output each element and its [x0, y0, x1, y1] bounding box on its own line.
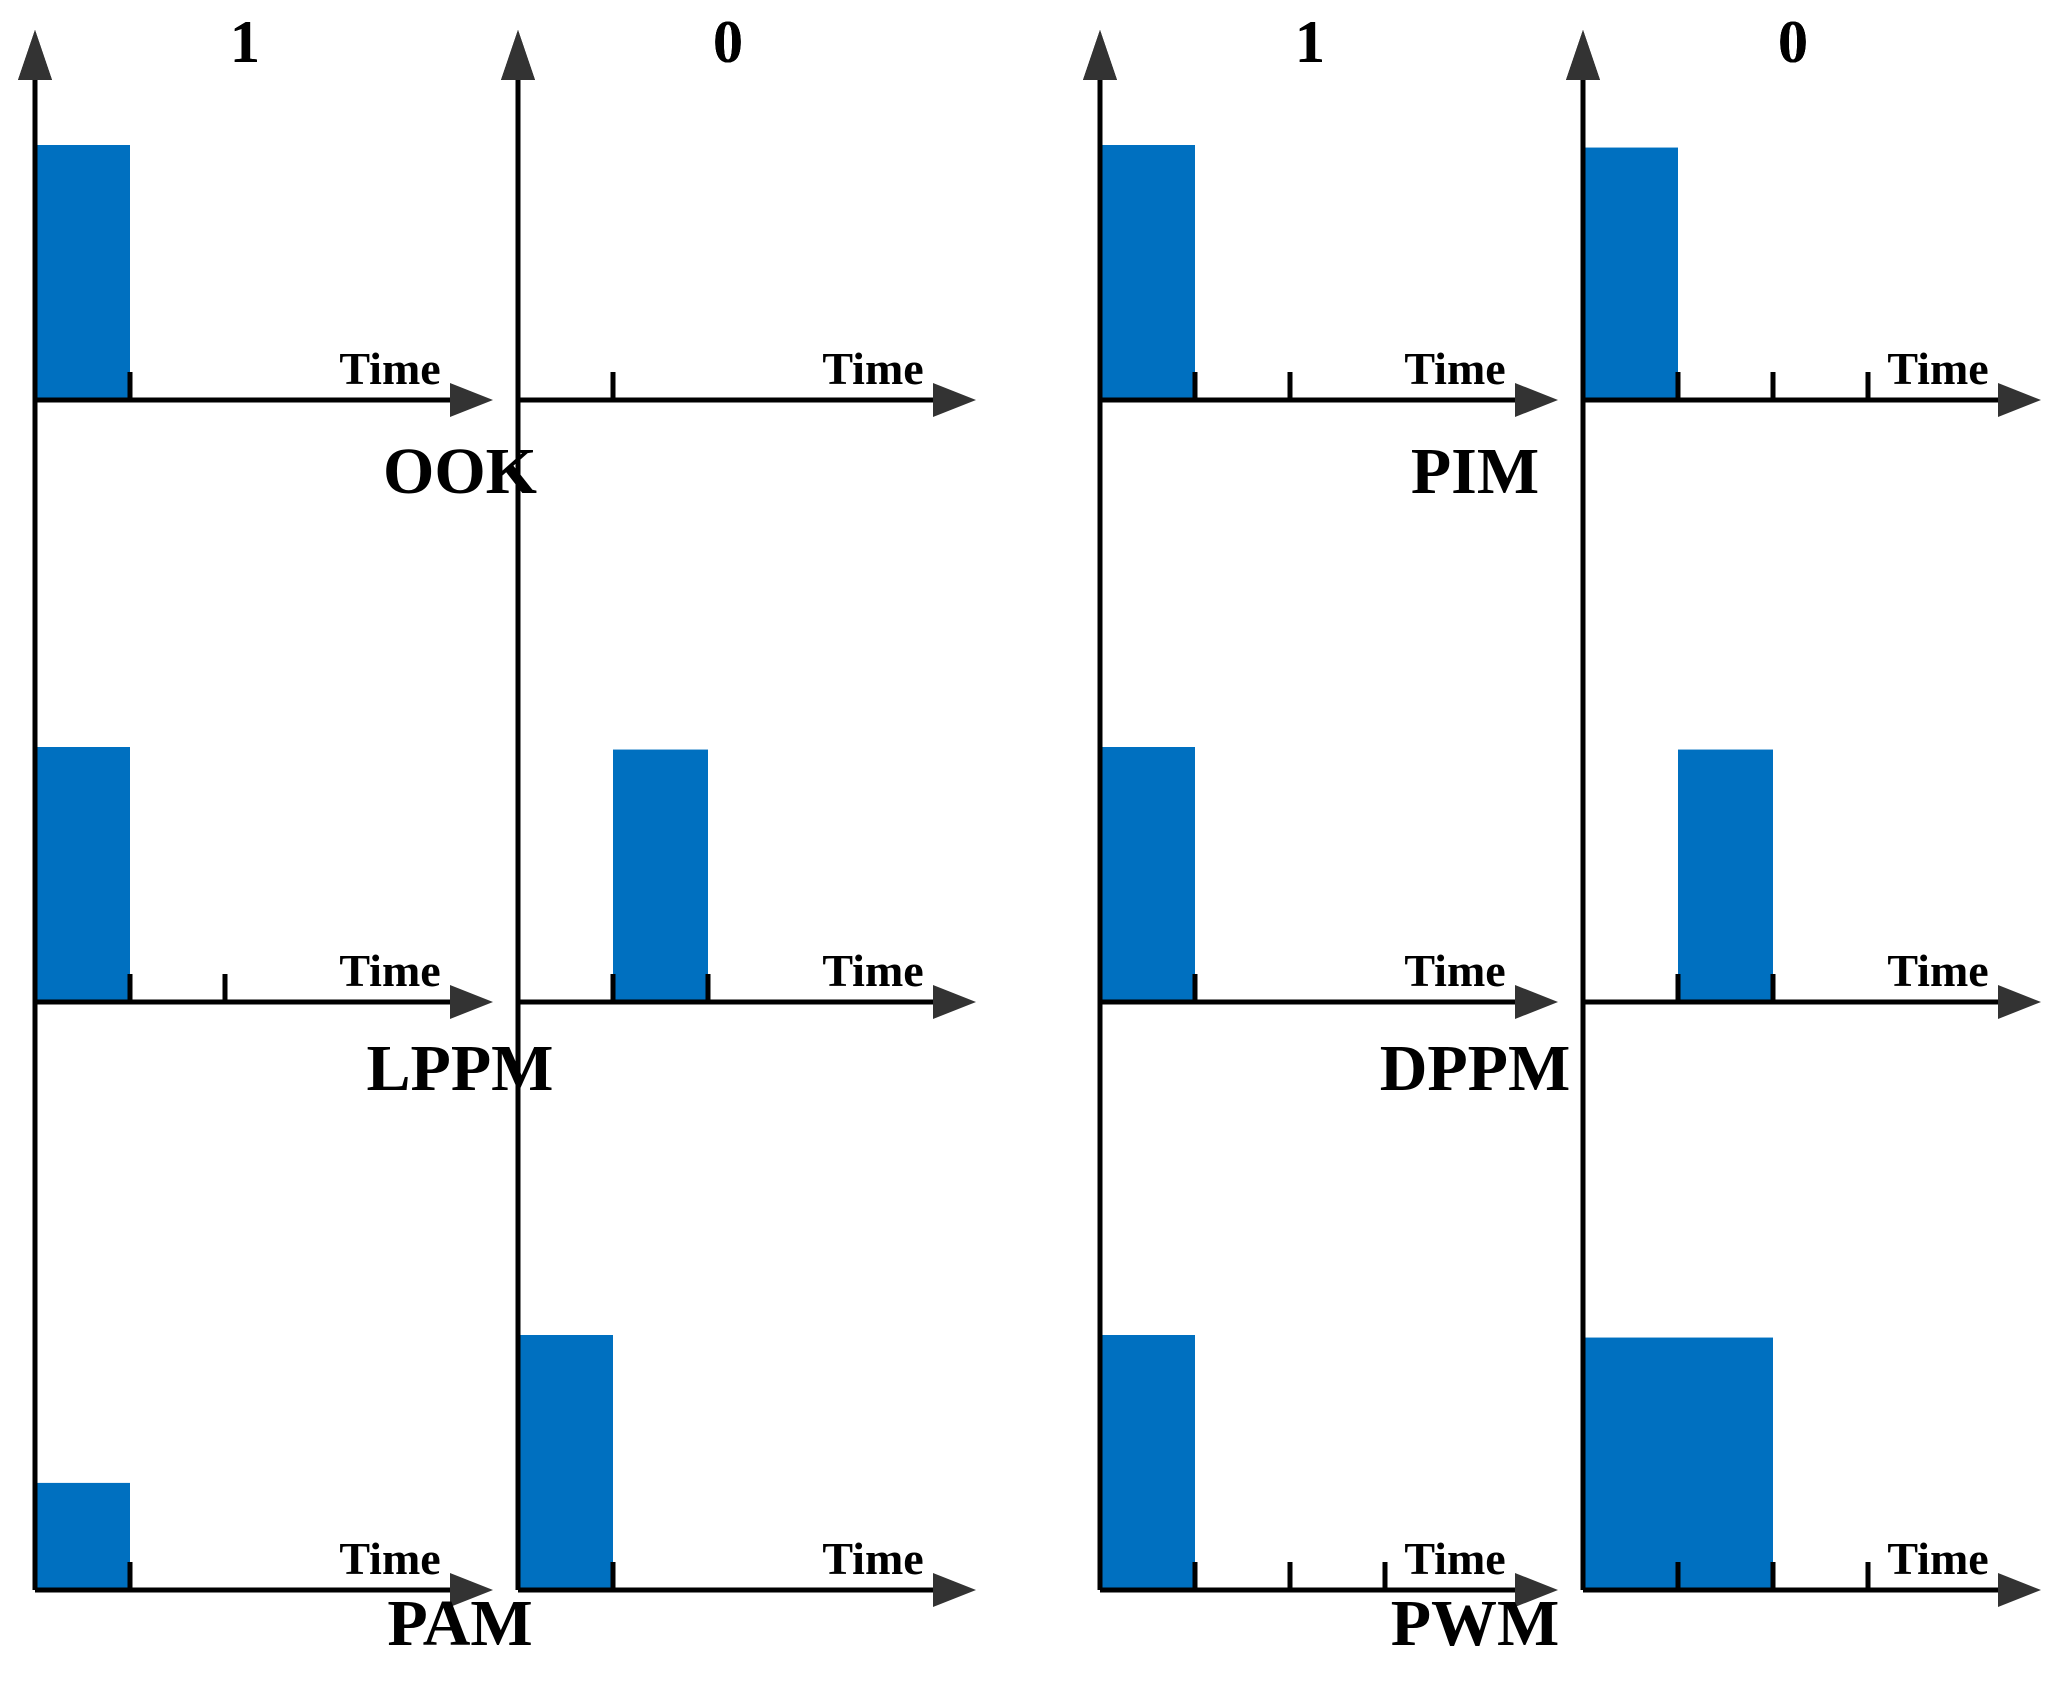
- scheme-lppm: 1 Time 0 Time: [18, 9, 976, 1019]
- x-axis-arrowhead: [1515, 383, 1558, 417]
- x-axis-arrowhead: [1998, 1573, 2041, 1607]
- bit-label: 1: [230, 9, 260, 75]
- x-axis-arrowhead: [450, 383, 493, 417]
- x-axis-arrowhead: [1998, 985, 2041, 1019]
- pulse: [1678, 749, 1773, 1002]
- x-axis-arrowhead: [450, 985, 493, 1019]
- modulation-label: PIM: [1411, 435, 1539, 508]
- scheme-pam: 1 Time 0 Time: [18, 9, 976, 1607]
- time-axis-label: Time: [339, 945, 440, 996]
- scheme-ook: 1 Time 0 Time: [18, 9, 976, 417]
- time-axis-label: Time: [1404, 945, 1505, 996]
- time-axis-label: Time: [1887, 343, 1988, 394]
- modulation-label: DPPM: [1380, 1032, 1571, 1105]
- time-axis-label: Time: [822, 1533, 923, 1584]
- bit-label: 1: [1295, 9, 1325, 75]
- y-axis-arrowhead: [18, 30, 52, 80]
- x-axis-arrowhead: [933, 383, 976, 417]
- x-axis-arrowhead: [450, 1573, 493, 1607]
- y-axis-arrowhead: [1566, 30, 1600, 80]
- pulse: [35, 747, 130, 1002]
- panel-bit-1: 1 Time: [18, 9, 493, 417]
- x-axis-arrowhead: [1998, 383, 2041, 417]
- panel-bit-0: 0 Time: [501, 9, 976, 1607]
- bit-label: 0: [1778, 9, 1808, 75]
- y-axis-arrowhead: [501, 30, 535, 80]
- time-axis-label: Time: [822, 343, 923, 394]
- x-axis-arrowhead: [1515, 985, 1558, 1019]
- time-axis-label: Time: [339, 343, 440, 394]
- scheme-pwm: 1 Time 0 Time: [1083, 9, 2041, 1607]
- panel-bit-0: 0 Time: [501, 9, 976, 1019]
- bit-label: 1: [230, 9, 260, 75]
- panel-bit-1: 1 Time: [18, 9, 493, 1607]
- bit-label: 0: [1778, 9, 1808, 75]
- bit-label: 0: [713, 9, 743, 75]
- time-axis-label: Time: [1404, 343, 1505, 394]
- bit-label: 1: [1295, 9, 1325, 75]
- bit-label: 0: [1778, 9, 1808, 75]
- modulation-label: PAM: [387, 1587, 532, 1660]
- modulation-label: LPPM: [367, 1032, 554, 1105]
- bit-label: 1: [230, 9, 260, 75]
- pulse: [518, 1335, 613, 1590]
- time-axis-label: Time: [1887, 1533, 1988, 1584]
- time-axis-label: Time: [1404, 1533, 1505, 1584]
- time-axis-label: Time: [1887, 945, 1988, 996]
- bit-label: 0: [713, 9, 743, 75]
- pulse: [1100, 145, 1195, 400]
- x-axis-arrowhead: [933, 1573, 976, 1607]
- modulation-label: PWM: [1391, 1587, 1560, 1660]
- pulse: [1100, 747, 1195, 1002]
- pulse: [1100, 1335, 1195, 1590]
- modulation-label: OOK: [383, 435, 537, 508]
- pulse: [1583, 1337, 1773, 1590]
- time-axis-label: Time: [822, 945, 923, 996]
- pulse: [613, 749, 708, 1002]
- scheme-pim: 1 Time 0 Time: [1083, 9, 2041, 417]
- panel-bit-0: 0 Time: [1566, 9, 2041, 1607]
- panel-bit-1: 1 Time: [1083, 9, 1558, 1607]
- bit-label: 1: [1295, 9, 1325, 75]
- scheme-dppm: 1 Time 0 Time: [1083, 9, 2041, 1019]
- pulse: [1583, 147, 1678, 400]
- pulse: [35, 1482, 130, 1590]
- time-axis-label: Time: [339, 1533, 440, 1584]
- bit-label: 0: [713, 9, 743, 75]
- y-axis-arrowhead: [1083, 30, 1117, 80]
- pulse: [35, 145, 130, 400]
- x-axis-arrowhead: [1515, 1573, 1558, 1607]
- x-axis-arrowhead: [933, 985, 976, 1019]
